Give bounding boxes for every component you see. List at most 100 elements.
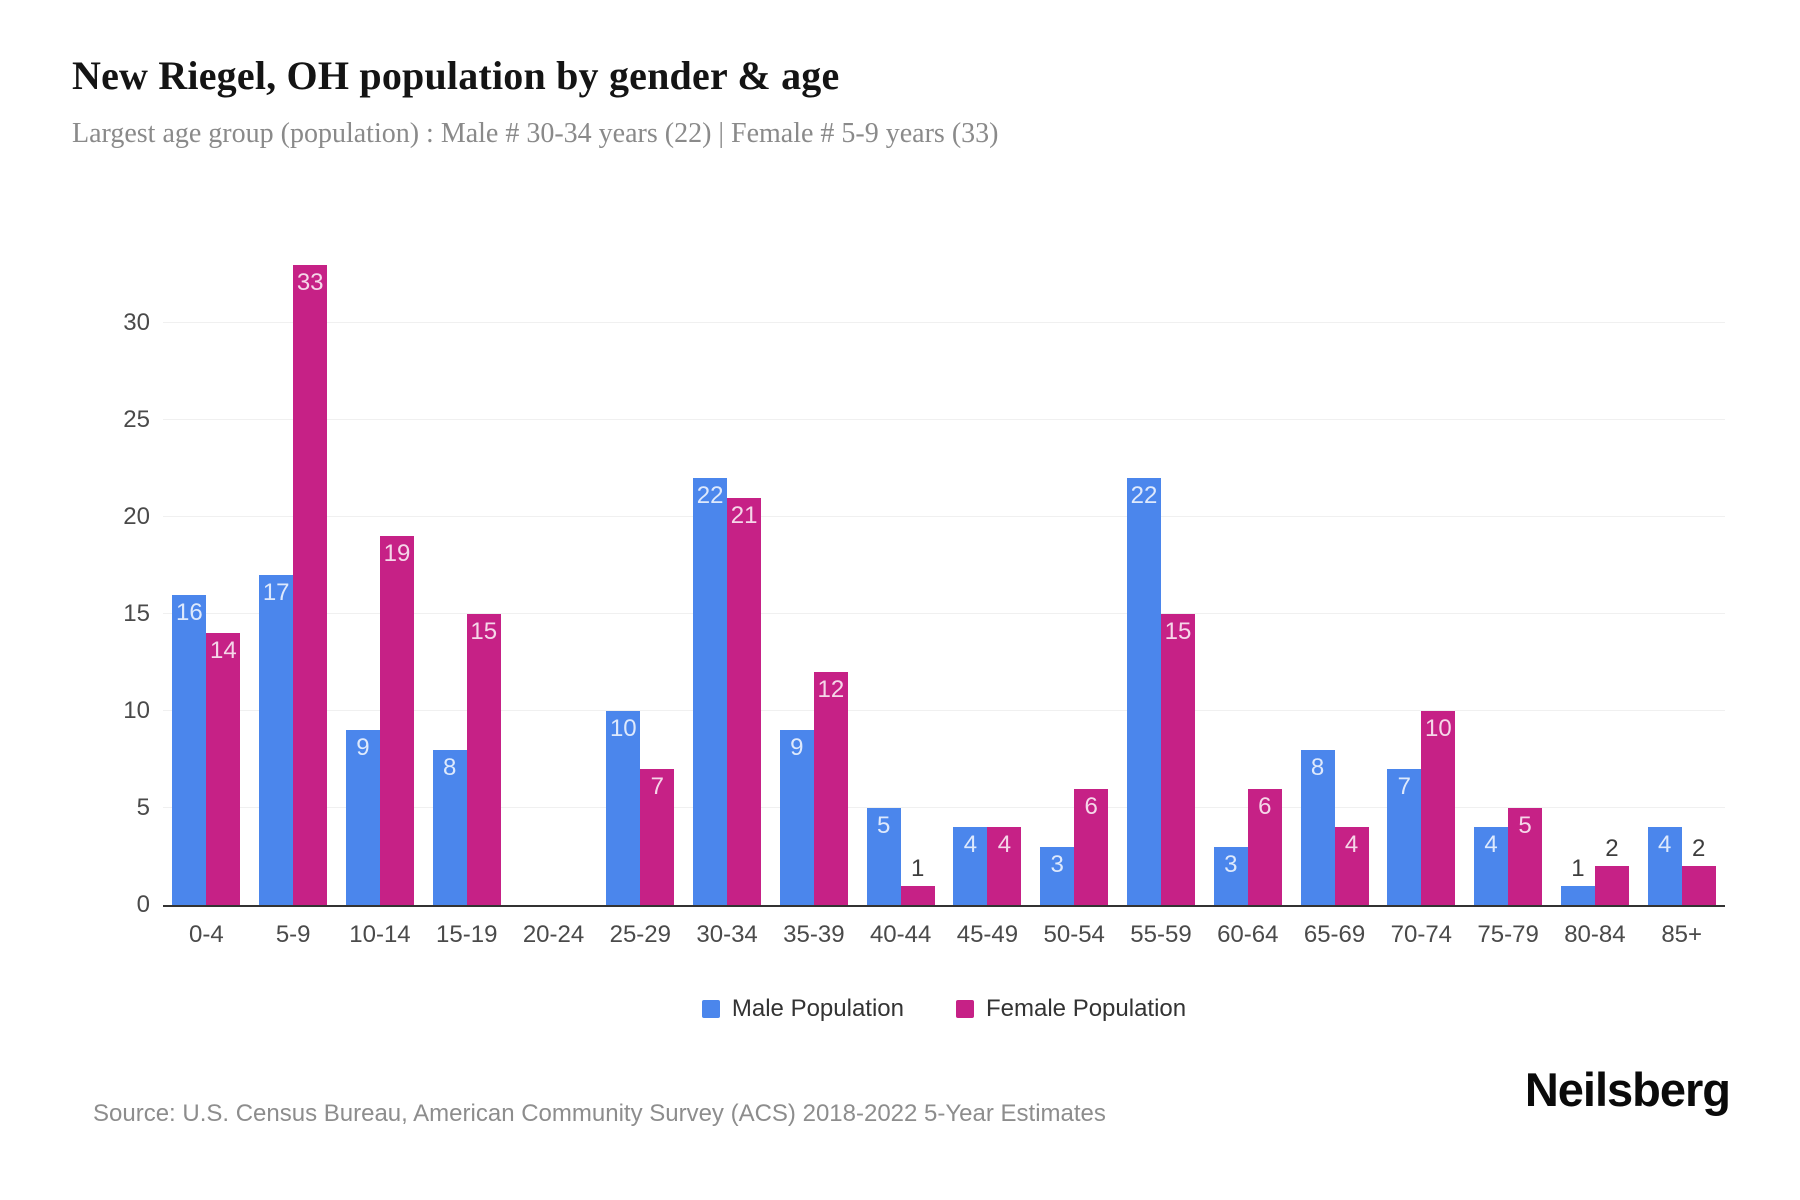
bar-value-label: 8 [443, 753, 457, 781]
legend-label: Female Population [986, 995, 1187, 1022]
bar-female-30-34: 21 [727, 497, 762, 905]
gridline-10 [163, 710, 1725, 711]
bar-male-65-69: 8 [1300, 749, 1335, 905]
bar-group-75-79: 4 5 75-79 [1465, 257, 1552, 948]
bar-value-label: 15 [470, 617, 498, 645]
brand-logo: Neilsberg [1524, 1063, 1731, 1116]
bar-group-50-54: 3 6 50-54 [1031, 257, 1118, 948]
x-tick-label-25-29: 25-29 [609, 921, 671, 948]
bar-value-label: 10 [1424, 715, 1452, 742]
chart-legend: Male Population Female Population [163, 995, 1725, 1023]
bar-male-70-74: 7 [1387, 769, 1422, 905]
bar-value-label: 9 [356, 734, 370, 762]
bar-value-label: 15 [1164, 617, 1192, 645]
y-tick-label-30: 30 [123, 308, 150, 336]
x-tick-label-30-34: 30-34 [696, 921, 758, 948]
plot-area: 16 14 0-4 17 33 5-9 9 19 10-14 8 15 15-19 20-24 10 7 25… [163, 257, 1725, 948]
bar-group-15-19: 8 15 15-19 [423, 257, 510, 948]
bar-group-20-24: 20-24 [510, 257, 597, 948]
bar-male-15-19: 8 [432, 749, 467, 905]
bar-female-85+: 2 [1681, 836, 1716, 905]
y-tick-label-5: 5 [136, 794, 150, 821]
x-tick-label-0-4: 0-4 [189, 921, 224, 948]
bar-value-label: 4 [997, 831, 1012, 859]
bar-value-label: 5 [1518, 812, 1532, 839]
x-tick-label-60-64: 60-64 [1217, 921, 1279, 948]
y-tick-label-15: 15 [123, 599, 150, 627]
bar-male-85+: 4 [1647, 827, 1682, 905]
x-tick-label-10-14: 10-14 [349, 921, 411, 948]
legend-item-female[interactable]: Female Population [956, 995, 1186, 1023]
bar-value-label: 8 [1310, 753, 1325, 781]
bar-male-40-44: 5 [866, 808, 901, 905]
bar-female-50-54: 6 [1074, 788, 1109, 905]
bar-value-label: 6 [1084, 792, 1098, 820]
x-tick-label-15-19: 15-19 [436, 921, 498, 948]
y-axis: 0 5 10 15 20 25 30 [0, 257, 150, 916]
legend-item-male[interactable]: Male Population [701, 995, 904, 1023]
bar-group-55-59: 22 15 55-59 [1118, 257, 1205, 948]
bar-group-0-4: 16 14 0-4 [163, 257, 250, 948]
bar-value-label: 33 [296, 268, 324, 296]
x-tick-label-35-39: 35-39 [783, 921, 845, 948]
bar-female-15-19: 15 [466, 613, 501, 905]
bar-male-55-59: 22 [1126, 478, 1161, 905]
x-tick-label-5-9: 5-9 [275, 921, 311, 948]
bar-female-10-14: 19 [379, 536, 414, 905]
bar-group-45-49: 4 4 45-49 [944, 257, 1031, 948]
bar-female-40-44: 1 [900, 855, 935, 905]
x-tick-label-40-44: 40-44 [869, 921, 932, 948]
bar-group-5-9: 17 33 5-9 [250, 257, 337, 948]
x-tick-label-65-69: 65-69 [1303, 921, 1366, 948]
bar-group-25-29: 10 7 25-29 [597, 257, 684, 948]
x-tick-label-45-49: 45-49 [956, 921, 1019, 948]
bar-group-40-44: 5 1 40-44 [857, 257, 944, 948]
x-tick-label-85+: 85+ [1661, 921, 1703, 948]
x-tick-label-70-74: 70-74 [1390, 921, 1453, 948]
bar-male-0-4: 16 [172, 594, 207, 905]
bar-value-label: 3 [1224, 850, 1238, 878]
bar-female-0-4: 14 [206, 633, 241, 905]
bar-value-label: 22 [1130, 482, 1158, 510]
bar-group-80-84: 1 2 80-84 [1552, 257, 1639, 948]
bar-male-80-84: 1 [1560, 855, 1595, 905]
bar-value-label: 4 [1484, 831, 1498, 859]
bar-male-30-34: 22 [693, 478, 728, 905]
x-tick-label-20-24: 20-24 [522, 921, 585, 948]
bar-female-65-69: 4 [1334, 827, 1369, 905]
bar-value-label: 16 [176, 598, 203, 626]
bar-female-80-84: 2 [1594, 836, 1629, 905]
bar-value-label: 1 [1571, 854, 1585, 882]
bar-value-label: 1 [910, 854, 925, 882]
bar-value-label: 7 [1397, 773, 1411, 801]
y-tick-label-10: 10 [123, 697, 150, 724]
legend-swatch-icon [956, 1000, 974, 1018]
gridline-25 [163, 418, 1725, 420]
bar-female-35-39: 12 [813, 672, 848, 905]
bar-value-label: 2 [1605, 835, 1619, 863]
bar-value-label: 4 [1344, 831, 1359, 859]
bar-value-label: 17 [262, 579, 290, 607]
bar-male-35-39: 9 [779, 730, 814, 905]
bar-value-label: 5 [876, 812, 891, 839]
bar-value-label: 4 [1657, 831, 1672, 859]
legend-swatch-icon [701, 1000, 720, 1018]
bar-value-label: 3 [1050, 850, 1064, 878]
bar-value-label: 10 [609, 715, 637, 742]
bar-group-35-39: 9 12 35-39 [770, 257, 857, 948]
bar-male-45-49: 4 [953, 827, 988, 905]
x-tick-label-55-59: 55-59 [1130, 921, 1192, 948]
y-tick-label-20: 20 [123, 502, 150, 530]
gridline-5 [163, 807, 1725, 808]
bar-male-50-54: 3 [1040, 846, 1075, 905]
bar-group-85+: 4 2 85+ [1638, 257, 1725, 948]
source-note: Source: U.S. Census Bureau, American Com… [93, 1100, 1106, 1127]
bar-female-25-29: 7 [640, 769, 675, 905]
y-tick-label-25: 25 [123, 405, 150, 433]
bar-value-label: 22 [696, 482, 724, 510]
bar-male-10-14: 9 [345, 730, 380, 905]
bar-female-45-49: 4 [987, 827, 1022, 905]
bar-value-label: 9 [790, 734, 804, 762]
bar-group-30-34: 22 21 30-34 [684, 257, 771, 948]
bar-male-25-29: 10 [606, 711, 641, 905]
